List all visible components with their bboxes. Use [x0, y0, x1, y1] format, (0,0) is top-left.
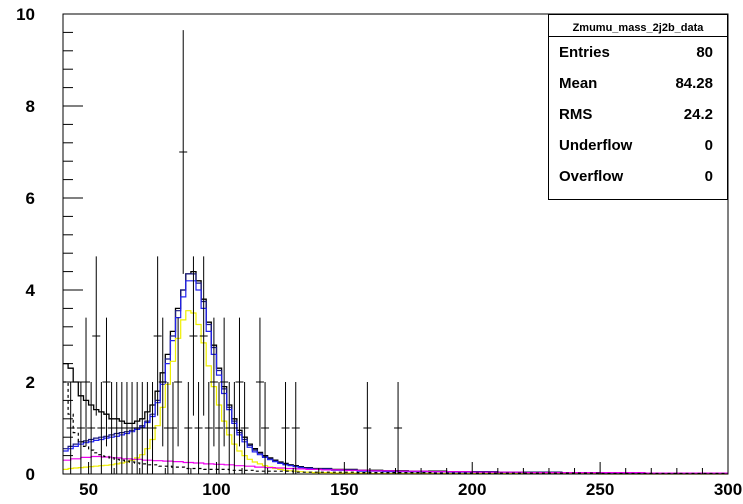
x-tick-label: 100 — [202, 480, 230, 499]
data-point — [199, 256, 208, 416]
y-axis: 0 2 4 6 8 10 — [16, 5, 83, 484]
x-tick-label: 150 — [330, 480, 358, 499]
series-line-yellow-step — [63, 310, 728, 475]
data-point — [153, 256, 162, 416]
data-point — [184, 382, 193, 474]
stat-value: 0 — [704, 168, 713, 185]
x-axis: 50 100 150 200 250 300 — [62, 462, 742, 499]
data-point — [291, 382, 300, 474]
stat-value: 24.2 — [683, 106, 713, 123]
y-tick-label: 10 — [16, 5, 35, 24]
data-point — [189, 256, 198, 416]
data-point — [66, 382, 75, 474]
data-point — [194, 382, 203, 474]
data-point — [240, 382, 249, 474]
data-point — [235, 317, 244, 447]
data-point — [148, 382, 157, 474]
data-point — [76, 382, 85, 474]
y-tick-label: 2 — [26, 373, 35, 392]
data-point — [261, 382, 270, 474]
stat-label: Mean — [559, 75, 598, 92]
stats-row-entries: Entries 80 — [549, 37, 727, 68]
stats-row-mean: Mean 84.28 — [549, 68, 727, 99]
stat-label: Underflow — [559, 137, 633, 154]
stat-value: 80 — [696, 44, 713, 61]
stats-row-underflow: Underflow 0 — [549, 130, 727, 161]
data-point — [82, 317, 91, 447]
data-point — [204, 382, 213, 474]
data-point — [179, 30, 188, 274]
data-point — [363, 382, 372, 474]
data-point — [158, 317, 167, 447]
stat-label: Entries — [559, 44, 610, 61]
y-tick-label: 8 — [26, 97, 35, 116]
stat-label: Overflow — [559, 168, 624, 185]
stats-box: Zmumu_mass_2j2b_data Entries 80 Mean 84.… — [548, 14, 728, 200]
stats-row-rms: RMS 24.2 — [549, 99, 727, 130]
y-tick-label: 0 — [26, 465, 35, 484]
stat-value: 0 — [704, 137, 713, 154]
stat-label: RMS — [559, 106, 593, 123]
y-tick-label: 4 — [26, 281, 36, 300]
stat-value: 84.28 — [675, 75, 713, 92]
data-point — [97, 382, 106, 474]
stats-row-overflow: Overflow 0 — [549, 161, 727, 192]
data-point — [255, 317, 264, 447]
stats-title: Zmumu_mass_2j2b_data — [549, 15, 727, 37]
data-point — [168, 382, 177, 474]
x-tick-label: 250 — [586, 480, 614, 499]
x-tick-label: 300 — [714, 480, 742, 499]
data-point — [102, 317, 111, 447]
data-point — [209, 317, 218, 447]
data-point — [281, 382, 290, 474]
data-points-layer — [66, 30, 403, 474]
data-point — [394, 382, 403, 474]
x-tick-label: 50 — [79, 480, 98, 499]
data-point — [230, 382, 239, 474]
data-point — [87, 382, 96, 474]
data-point — [92, 256, 101, 416]
y-tick-label: 6 — [26, 189, 35, 208]
data-point — [174, 317, 183, 447]
data-point — [220, 317, 229, 447]
data-point — [215, 382, 224, 474]
x-tick-label: 200 — [458, 480, 486, 499]
